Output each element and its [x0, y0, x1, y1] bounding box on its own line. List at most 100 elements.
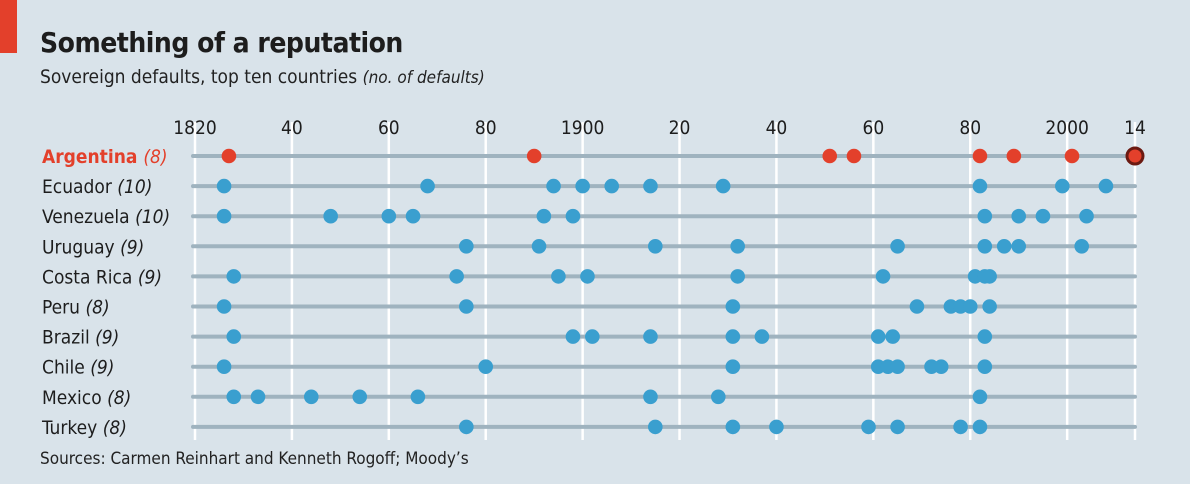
country-name: Brazil — [42, 327, 95, 349]
default-dot — [580, 269, 595, 284]
default-dot — [730, 239, 745, 254]
default-dot — [725, 299, 741, 314]
default-count: (10) — [117, 176, 152, 198]
chart-subtitle: Sovereign defaults, top ten countries (n… — [40, 66, 485, 88]
country-name: Venezuela — [42, 206, 135, 228]
default-dot — [996, 239, 1012, 254]
default-count: (8) — [107, 387, 131, 409]
country-label: Peru (8) — [42, 297, 110, 319]
default-dot — [982, 299, 997, 314]
country-label: Costa Rica (9) — [42, 266, 162, 288]
default-dot — [875, 269, 891, 284]
default-dot — [861, 419, 876, 435]
default-dot — [226, 269, 242, 284]
country-name: Peru — [42, 297, 85, 319]
default-dot — [1055, 178, 1070, 194]
x-tick-label: 60 — [862, 117, 884, 139]
source-note: Sources: Carmen Reinhart and Kenneth Rog… — [40, 449, 469, 469]
default-dot — [710, 389, 726, 405]
country-label: Mexico (8) — [42, 387, 131, 409]
default-dot — [575, 178, 590, 194]
default-dot — [303, 389, 319, 405]
default-dot — [725, 329, 741, 344]
default-dot — [216, 299, 232, 314]
default-dot — [972, 389, 988, 405]
x-tick-label: 1820 — [173, 117, 217, 139]
default-dot — [822, 148, 838, 164]
default-dot — [972, 419, 988, 435]
default-count: (10) — [135, 206, 170, 228]
default-dot — [885, 329, 901, 344]
default-dot — [715, 178, 731, 194]
default-dot — [754, 329, 770, 344]
country-name: Ecuador — [42, 176, 117, 198]
default-dot — [643, 178, 658, 194]
country-label: Ecuador (10) — [42, 176, 152, 198]
default-count: (8) — [103, 417, 127, 439]
brand-accent-bar — [0, 0, 17, 53]
country-label: Chile (9) — [42, 357, 114, 379]
default-dot — [933, 359, 949, 375]
default-dot — [730, 269, 745, 284]
default-dot — [216, 359, 232, 375]
default-dot — [1011, 208, 1027, 224]
country-name: Argentina — [42, 146, 143, 168]
default-dot — [890, 239, 905, 254]
default-dot — [977, 359, 993, 375]
default-count: (8) — [143, 146, 167, 168]
default-dot — [459, 299, 474, 314]
default-dot — [226, 329, 242, 344]
default-dot — [526, 148, 542, 164]
default-dot — [478, 359, 494, 375]
default-dot — [226, 389, 242, 405]
country-name: Turkey — [41, 417, 103, 439]
default-dot — [890, 419, 905, 435]
default-dot — [1098, 178, 1114, 194]
default-dot — [643, 329, 658, 344]
default-dot — [962, 299, 978, 314]
default-dot — [352, 389, 368, 405]
default-count: (9) — [138, 266, 162, 288]
default-dot — [221, 148, 237, 164]
country-label: Venezuela (10) — [42, 206, 170, 228]
country-label: Argentina (8) — [42, 146, 168, 168]
default-count: (9) — [120, 236, 144, 258]
default-dot — [1006, 148, 1022, 164]
default-dot — [725, 419, 741, 435]
default-dot — [546, 178, 561, 194]
default-dot — [604, 178, 620, 194]
default-dot — [405, 208, 421, 224]
default-dot — [216, 208, 232, 224]
default-dot — [381, 208, 397, 224]
x-tick-label: 80 — [475, 117, 497, 139]
x-tick-label: 2000 — [1045, 117, 1089, 139]
country-name: Mexico — [42, 387, 107, 409]
default-dot — [1035, 208, 1051, 224]
country-label: Uruguay (9) — [42, 236, 144, 258]
default-dot — [870, 329, 886, 344]
default-dot — [890, 359, 905, 375]
default-dot — [216, 178, 232, 194]
default-dot — [250, 389, 266, 405]
country-name: Costa Rica — [42, 266, 138, 288]
default-dot — [1079, 208, 1094, 224]
x-tick-label: 40 — [281, 117, 303, 139]
default-dot — [1011, 239, 1027, 254]
x-tick-label: 1900 — [561, 117, 605, 139]
default-dot — [1074, 239, 1090, 254]
default-dot — [982, 269, 997, 284]
chart-title: Something of a reputation — [40, 26, 403, 59]
x-tick-label: 20 — [669, 117, 691, 139]
default-dot — [323, 208, 338, 224]
default-dot — [565, 329, 581, 344]
default-dot — [648, 419, 663, 435]
default-dot — [977, 239, 993, 254]
default-count: (9) — [95, 327, 119, 349]
default-dot — [977, 208, 993, 224]
default-dot — [769, 419, 784, 435]
default-dot — [531, 239, 547, 254]
default-dot — [953, 419, 968, 435]
default-dot — [909, 299, 925, 314]
country-name: Uruguay — [42, 236, 120, 258]
